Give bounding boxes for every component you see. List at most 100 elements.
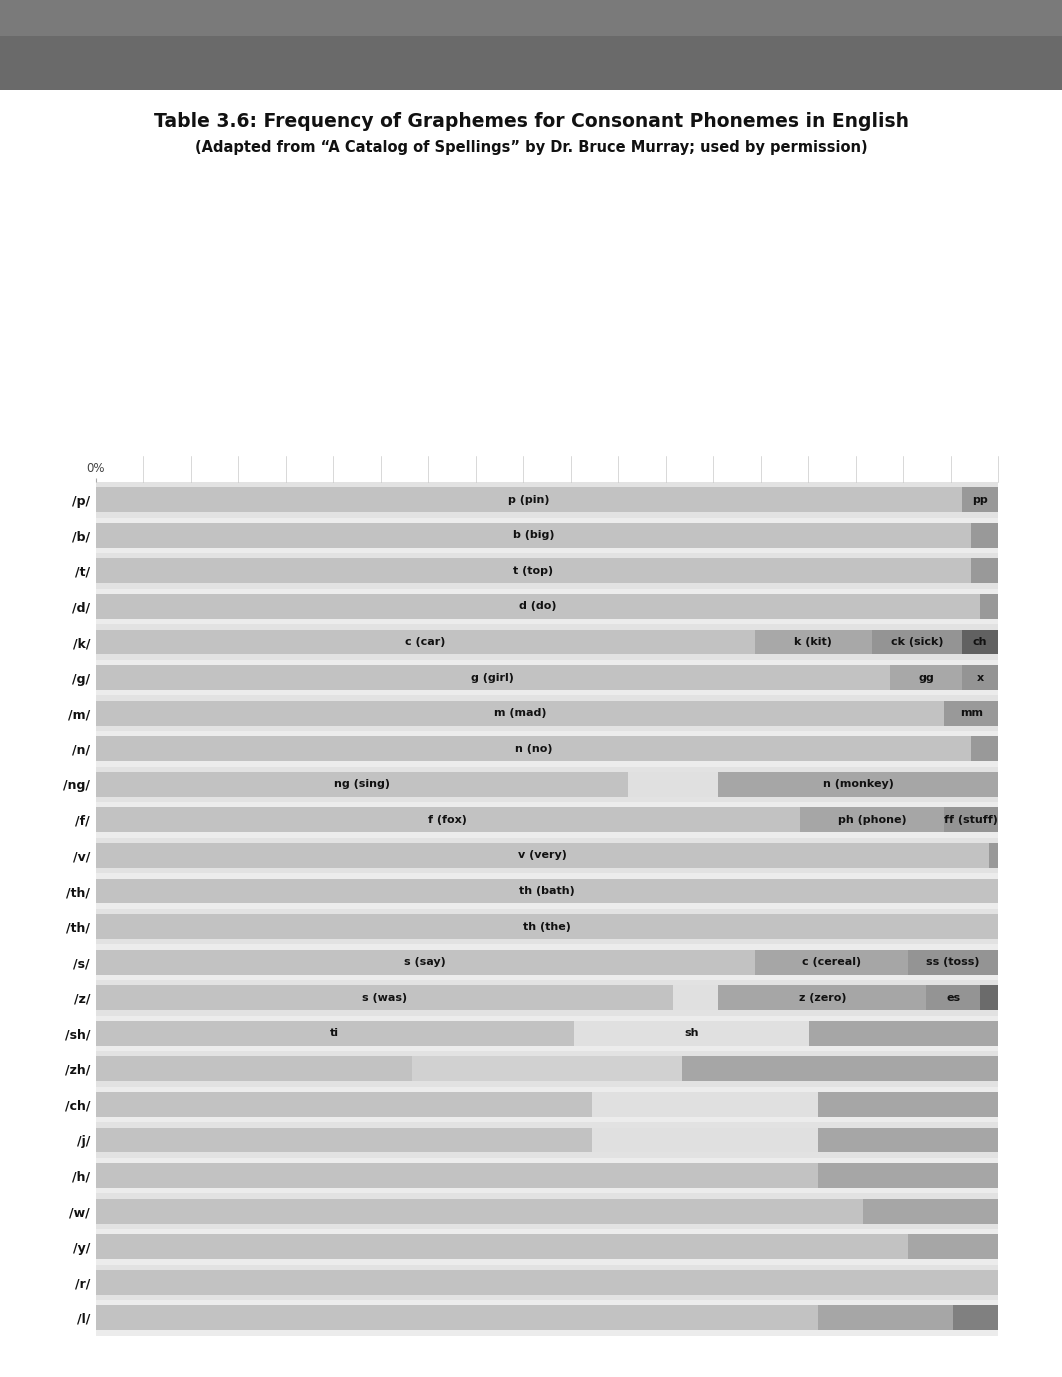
Bar: [96, 801, 998, 837]
Text: b (big): b (big): [513, 530, 554, 540]
Bar: [754, 629, 872, 654]
Bar: [962, 629, 998, 654]
Bar: [96, 1016, 998, 1051]
Bar: [96, 701, 944, 726]
Bar: [96, 873, 998, 909]
Text: ph (phone): ph (phone): [838, 815, 906, 825]
Bar: [96, 1305, 818, 1330]
Text: s (was): s (was): [362, 993, 407, 1002]
Text: c (cereal): c (cereal): [802, 957, 861, 967]
Bar: [718, 986, 926, 1011]
Bar: [96, 1128, 592, 1153]
Bar: [962, 665, 998, 690]
Bar: [818, 1164, 998, 1188]
Text: ti: ti: [330, 1029, 339, 1038]
Text: x: x: [977, 672, 983, 683]
Bar: [908, 950, 998, 975]
Bar: [96, 1020, 573, 1045]
Bar: [96, 986, 673, 1011]
Bar: [96, 1199, 862, 1224]
Bar: [96, 945, 998, 980]
Bar: [754, 950, 908, 975]
Bar: [573, 1020, 809, 1045]
Bar: [629, 772, 718, 797]
Bar: [592, 1128, 818, 1153]
Text: t (top): t (top): [513, 566, 553, 576]
Bar: [96, 980, 998, 1016]
Bar: [96, 518, 998, 554]
Bar: [96, 807, 800, 832]
Text: ng (sing): ng (sing): [333, 779, 390, 789]
Text: p (pin): p (pin): [508, 494, 550, 505]
Bar: [809, 1020, 998, 1045]
Text: g (girl): g (girl): [472, 672, 514, 683]
Bar: [96, 1194, 998, 1228]
Bar: [800, 807, 944, 832]
Bar: [96, 559, 971, 584]
Bar: [890, 665, 962, 690]
Bar: [862, 1199, 998, 1224]
Bar: [818, 1128, 998, 1153]
Bar: [96, 1270, 998, 1294]
Bar: [96, 879, 998, 903]
Bar: [872, 629, 962, 654]
Text: ck (sick): ck (sick): [891, 638, 943, 647]
Bar: [96, 1158, 998, 1194]
Bar: [96, 837, 998, 873]
Text: z (zero): z (zero): [799, 993, 846, 1002]
Bar: [96, 588, 998, 624]
Bar: [96, 1230, 998, 1264]
Bar: [592, 1092, 818, 1117]
Bar: [96, 624, 998, 660]
Text: c (car): c (car): [405, 638, 445, 647]
Text: sh: sh: [684, 1029, 699, 1038]
Text: k (kit): k (kit): [794, 638, 833, 647]
Bar: [944, 701, 998, 726]
Bar: [96, 593, 980, 618]
Bar: [926, 986, 980, 1011]
Bar: [96, 1164, 818, 1188]
Text: es: es: [946, 993, 960, 1002]
Text: (Adapted from “A Catalog of Spellings” by Dr. Bruce Murray; used by permission): (Adapted from “A Catalog of Spellings” b…: [194, 140, 868, 154]
Bar: [96, 843, 989, 868]
Text: d (do): d (do): [519, 602, 556, 611]
Bar: [96, 1051, 998, 1086]
Text: f (fox): f (fox): [428, 815, 467, 825]
Bar: [96, 629, 754, 654]
Text: th (the): th (the): [523, 921, 571, 932]
Bar: [96, 523, 971, 548]
Bar: [673, 986, 718, 1011]
Bar: [96, 1056, 411, 1081]
Bar: [96, 695, 998, 731]
Bar: [96, 660, 998, 695]
Text: m (mad): m (mad): [494, 708, 546, 719]
Bar: [96, 909, 998, 945]
Bar: [980, 986, 998, 1011]
Bar: [718, 772, 998, 797]
Bar: [971, 737, 998, 761]
Bar: [962, 487, 998, 512]
Bar: [96, 1086, 998, 1122]
Text: n (monkey): n (monkey): [823, 779, 894, 789]
Text: n (no): n (no): [515, 744, 552, 753]
Bar: [0, 0, 1062, 36]
Bar: [96, 767, 998, 801]
Bar: [96, 1264, 998, 1300]
Text: mm: mm: [960, 708, 982, 719]
Text: gg: gg: [919, 672, 933, 683]
Text: th (bath): th (bath): [519, 885, 575, 896]
Bar: [96, 665, 890, 690]
Bar: [96, 482, 998, 518]
Text: Table 3.6: Frequency of Graphemes for Consonant Phonemes in English: Table 3.6: Frequency of Graphemes for Co…: [154, 112, 908, 131]
Text: s (say): s (say): [405, 957, 446, 967]
Bar: [96, 1122, 998, 1158]
Bar: [989, 843, 998, 868]
Bar: [971, 559, 998, 584]
Bar: [96, 1234, 908, 1259]
Bar: [96, 731, 998, 767]
Bar: [96, 1300, 998, 1336]
Text: ff (stuff): ff (stuff): [944, 815, 998, 825]
Bar: [908, 1234, 998, 1259]
Bar: [980, 593, 998, 618]
Bar: [954, 1305, 998, 1330]
